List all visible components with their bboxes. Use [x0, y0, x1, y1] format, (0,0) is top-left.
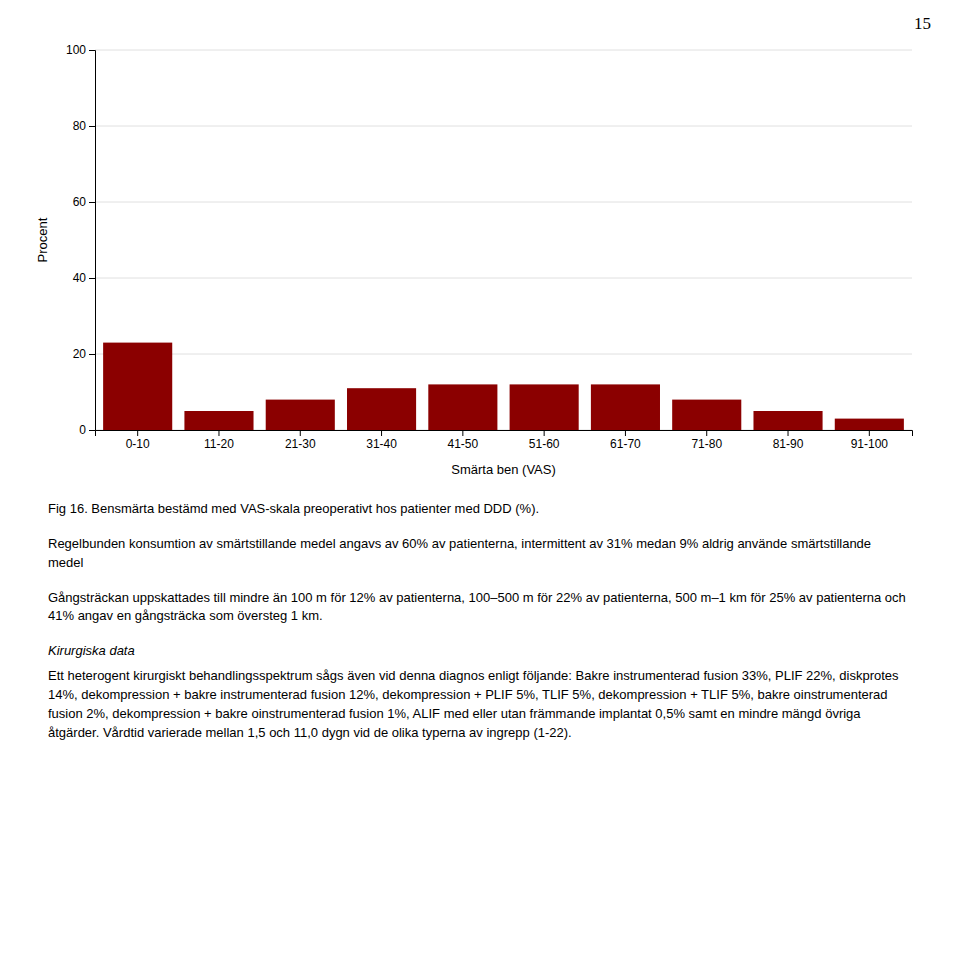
y-tick: 80 [73, 119, 95, 133]
x-tick-mark [788, 430, 789, 436]
x-tick: 81-90 [773, 430, 804, 451]
grid [95, 50, 912, 430]
x-tick-label: 21-30 [285, 437, 316, 451]
y-tick-label: 80 [73, 119, 87, 133]
y-tick: 40 [73, 271, 95, 285]
x-tick-label: 41-50 [448, 437, 479, 451]
x-axis-title: Smärta ben (VAS) [451, 462, 556, 477]
subheading: Kirurgiska data [48, 642, 910, 661]
x-tick-mark [706, 430, 707, 436]
x-tick-label: 0-10 [126, 437, 150, 451]
y-axis-title: Procent [35, 217, 50, 262]
y-tick-label: 40 [73, 271, 87, 285]
y-tick-mark [89, 202, 95, 203]
x-tick: 0-10 [126, 430, 150, 451]
paragraph: Ett heterogent kirurgiskt behandlingsspe… [48, 667, 910, 742]
x-tick-mark [462, 430, 463, 436]
caption: Fig 16. Bensmärta bestämd med VAS-skala … [48, 500, 910, 519]
x-tick: 41-50 [448, 430, 479, 451]
x-tick-label: 11-20 [204, 437, 234, 451]
bar [510, 384, 579, 430]
x-tick-mark [300, 430, 301, 436]
y-tick-label: 20 [73, 347, 87, 361]
y-axis: 0 20 40 60 80 100 [66, 43, 96, 437]
x-tick: 51-60 [529, 430, 560, 451]
x-axis-line [96, 431, 913, 437]
x-tick: 61-70 [610, 430, 641, 451]
bar [347, 388, 416, 430]
bar [184, 411, 253, 430]
y-tick-mark [89, 126, 95, 127]
bar [591, 384, 660, 430]
text-body: Fig 16. Bensmärta bestämd med VAS-skala … [48, 500, 910, 758]
grid-line [95, 354, 912, 355]
paragraph: Regelbunden konsumtion av smärtstillande… [48, 535, 910, 573]
x-tick: 11-20 [204, 430, 234, 451]
y-tick-label: 100 [66, 43, 86, 57]
x-tick-mark [869, 430, 870, 436]
y-axis-line [89, 51, 96, 431]
x-tick: 31-40 [366, 430, 397, 451]
x-tick-mark [137, 430, 138, 436]
paragraph: Gångsträckan uppskattades till mindre än… [48, 589, 910, 627]
grid-line [95, 278, 912, 279]
x-tick-label: 81-90 [773, 437, 804, 451]
bar [103, 343, 172, 430]
x-tick-mark [218, 430, 219, 436]
bar [835, 419, 904, 430]
x-tick-mark [381, 430, 382, 436]
x-tick-label: 91-100 [851, 437, 889, 451]
y-tick: 60 [73, 195, 95, 209]
x-tick-label: 31-40 [366, 437, 397, 451]
grid-line [95, 126, 912, 127]
x-tick-label: 71-80 [691, 437, 722, 451]
bar [753, 411, 822, 430]
x-tick-mark [544, 430, 545, 436]
y-tick: 20 [73, 347, 95, 361]
bar [266, 400, 335, 430]
y-tick-label: 0 [79, 423, 86, 437]
x-tick-mark [625, 430, 626, 436]
x-tick: 91-100 [851, 430, 889, 451]
bar [672, 400, 741, 430]
grid-line [95, 202, 912, 203]
x-tick-label: 61-70 [610, 437, 641, 451]
x-tick: 21-30 [285, 430, 316, 451]
x-axis: 0-10 11-20 21-30 31-40 41-50 51-60 61-70 71-80 8… [96, 430, 913, 451]
plot-area: 0 20 40 60 80 100 0-10 11-20 21-30 31-40 41-50 51-6… [66, 43, 913, 450]
page-number: 15 [914, 14, 931, 34]
y-tick-label: 60 [73, 195, 87, 209]
bars [103, 343, 904, 430]
y-tick-mark [89, 278, 95, 279]
y-tick: 100 [66, 43, 95, 57]
y-tick-mark [89, 354, 95, 355]
grid-line [95, 50, 912, 51]
y-tick-mark [89, 50, 95, 51]
y-tick: 0 [79, 423, 95, 437]
chart: 0 20 40 60 80 100 0-10 11-20 21-30 31-40 41-50 51-6… [0, 0, 960, 495]
x-tick: 71-80 [691, 430, 722, 451]
y-tick-mark [89, 430, 95, 431]
bar [428, 384, 497, 430]
x-tick-label: 51-60 [529, 437, 560, 451]
